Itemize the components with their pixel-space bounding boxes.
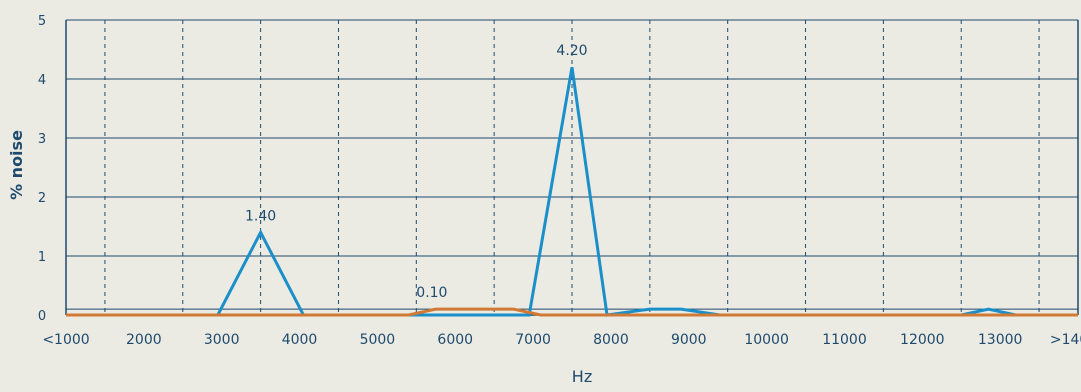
x-tick-label: 2000 (126, 332, 162, 348)
x-axis-title: Hz (572, 367, 592, 386)
series-line-2 (66, 307, 1078, 317)
data-labels: 1.40 4.20 0.10 (245, 43, 588, 301)
x-tick-label: 3000 (204, 332, 240, 348)
y-tick-label: 3 (38, 132, 46, 147)
y-tick-label: 5 (38, 14, 46, 29)
x-tick-label: 9000 (671, 332, 707, 348)
x-tick-label: >14000 (1050, 332, 1081, 348)
series (66, 66, 1078, 317)
y-axis-title: % noise (7, 130, 26, 200)
x-tick-label: 10000 (744, 332, 789, 348)
x-tick-label: <1000 (42, 332, 89, 348)
y-tick-label: 4 (38, 73, 46, 88)
y-tick-label: 2 (38, 191, 46, 206)
data-label: 1.40 (245, 208, 276, 224)
data-label: 4.20 (556, 43, 587, 59)
x-tick-label: 13000 (978, 332, 1023, 348)
x-tick-label: 5000 (360, 332, 396, 348)
y-tick-label: 1 (38, 250, 46, 265)
x-tick-label: 8000 (593, 332, 629, 348)
x-tick-label: 4000 (282, 332, 318, 348)
data-label: 0.10 (416, 285, 447, 301)
axes: 0 1 2 3 4 5 <1000 2000 3000 4000 5000 6000 7000 8000 9… (38, 14, 1081, 348)
grid (66, 19, 1078, 315)
x-tick-label: 12000 (900, 332, 945, 348)
y-tick-label: 0 (38, 309, 46, 324)
x-tick-label: 11000 (822, 332, 867, 348)
x-tick-label: 7000 (515, 332, 551, 348)
x-tick-label: 6000 (437, 332, 473, 348)
